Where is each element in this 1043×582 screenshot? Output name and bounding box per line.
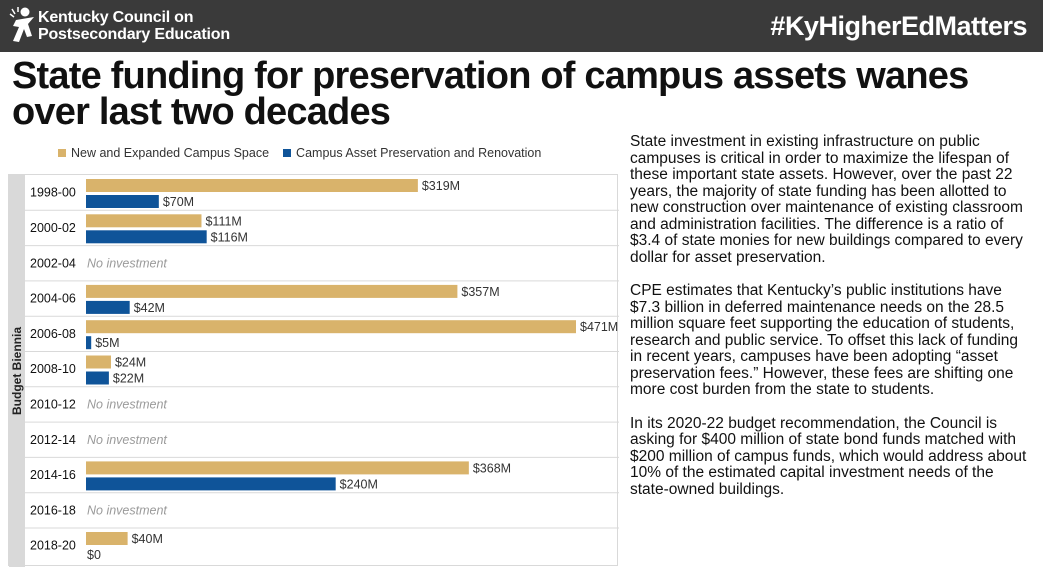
bar-new-space-2014-16 xyxy=(86,461,469,475)
category-label-2012-14: 2012-14 xyxy=(30,433,76,447)
bar-new-space-2004-06 xyxy=(86,284,458,298)
y-axis-title: Budget Biennia xyxy=(10,327,24,415)
category-label-2000-02: 2000-02 xyxy=(30,221,76,235)
bar-preservation-2000-02 xyxy=(86,230,207,244)
chart-container: Budget Biennia 1998-00 $319M $70M 2000-02 $11… xyxy=(8,174,619,567)
bar-new-space-1998-00 xyxy=(86,179,418,192)
logo-icon xyxy=(9,7,34,42)
data-label-new-space-2014-16: $368M xyxy=(473,461,511,475)
data-label-preservation-2004-06: $42M xyxy=(134,301,165,315)
body-paragraph-1: State investment in existing infrastruct… xyxy=(630,133,1023,266)
page-title-line1: State funding for preservation of campus… xyxy=(12,55,969,97)
data-label-preservation-2008-10: $22M xyxy=(113,372,144,386)
hashtag: #KyHigherEdMatters xyxy=(770,11,1027,41)
bar-chart: Budget Biennia 1998-00 $319M $70M 2000-02 $11… xyxy=(9,175,619,567)
category-label-2006-08: 2006-08 xyxy=(30,327,76,341)
bar-preservation-2006-08 xyxy=(86,336,92,350)
data-label-preservation-1998-00: $70M xyxy=(163,195,194,209)
bar-preservation-2008-10 xyxy=(86,371,109,385)
category-label-1998-00: 1998-00 xyxy=(30,186,76,200)
no-investment-label: No investment xyxy=(87,433,167,447)
data-label-new-space-2000-02: $111M xyxy=(205,214,241,228)
category-label-2002-04: 2002-04 xyxy=(30,256,76,270)
body-paragraph-2: CPE estimates that Kentucky’s public ins… xyxy=(630,282,1019,398)
data-label-preservation-2014-16: $240M xyxy=(340,477,378,491)
bar-new-space-2000-02 xyxy=(86,214,202,228)
data-label-new-space-2018-20: $40M xyxy=(132,532,163,546)
legend-label-preservation: Campus Asset Preservation and Renovation xyxy=(296,146,542,160)
page-title: State funding for preservation of campus… xyxy=(12,55,1032,133)
chart-legend: New and Expanded Campus Space Campus Ass… xyxy=(58,145,555,161)
legend-swatch-new-space xyxy=(58,149,66,157)
category-label-2016-18: 2016-18 xyxy=(30,503,76,517)
bar-new-space-2018-20 xyxy=(86,532,128,545)
legend-label-new-space: New and Expanded Campus Space xyxy=(71,146,270,160)
header-bar: Kentucky Council on Postsecondary Educat… xyxy=(0,0,1043,52)
category-label-2018-20: 2018-20 xyxy=(30,539,76,553)
no-investment-label: No investment xyxy=(87,503,167,517)
no-investment-label: No investment xyxy=(87,397,167,411)
data-label-preservation-2006-08: $5M xyxy=(95,336,119,350)
body-paragraph-3: In its 2020-22 budget recommendation, th… xyxy=(630,414,1027,498)
body-text: State investment in existing infrastruct… xyxy=(630,133,1032,515)
legend-swatch-preservation xyxy=(283,149,292,157)
bar-preservation-2014-16 xyxy=(86,477,336,491)
legend-item-preservation: Campus Asset Preservation and Renovation xyxy=(283,146,541,160)
page-title-line2: over last two decades xyxy=(12,91,391,133)
org-name-line2: Postsecondary Education xyxy=(38,26,230,43)
category-label-2010-12: 2010-12 xyxy=(30,397,76,411)
data-label-new-space-2004-06: $357M xyxy=(461,285,499,299)
category-label-2004-06: 2004-06 xyxy=(30,292,76,306)
org-name-line1: Kentucky Council on xyxy=(38,9,194,26)
category-label-2014-16: 2014-16 xyxy=(30,468,76,482)
org-name: Kentucky Council on Postsecondary Educat… xyxy=(38,9,230,43)
data-label-preservation-2018-20: $0 xyxy=(87,548,101,562)
data-label-new-space-2008-10: $24M xyxy=(115,356,146,370)
legend-item-new-space: New and Expanded Campus Space xyxy=(58,146,269,160)
bar-preservation-2004-06 xyxy=(86,300,130,314)
axis-label-strip xyxy=(9,175,25,567)
bar-new-space-2006-08 xyxy=(86,320,576,334)
data-label-new-space-2006-08: $471M xyxy=(580,320,618,334)
data-label-preservation-2000-02: $116M xyxy=(211,230,248,244)
data-label-new-space-1998-00: $319M xyxy=(422,179,460,193)
bar-preservation-1998-00 xyxy=(86,195,159,208)
category-label-2008-10: 2008-10 xyxy=(30,362,76,376)
bar-new-space-2008-10 xyxy=(86,355,111,369)
no-investment-label: No investment xyxy=(87,256,167,270)
